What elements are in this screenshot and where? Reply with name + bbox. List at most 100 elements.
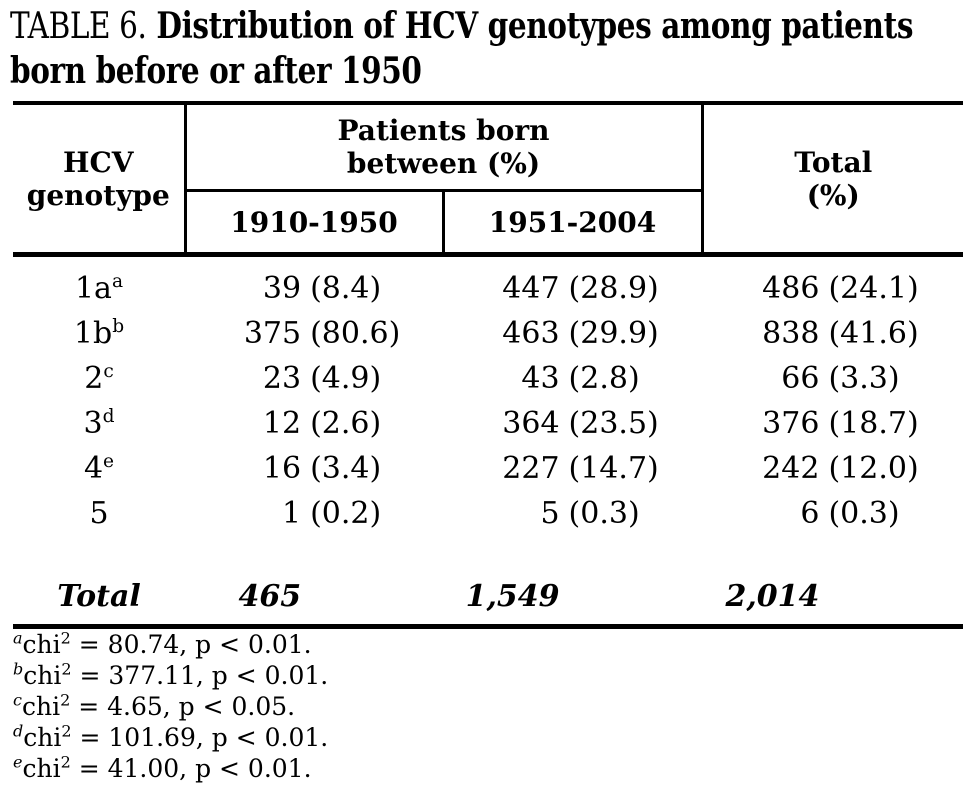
cell-total: 838 (41.6) xyxy=(702,311,963,356)
percent: (41.6) xyxy=(828,316,919,351)
percent: (18.7) xyxy=(828,406,919,441)
footnote-marker: b xyxy=(13,659,24,679)
table-row: 4e 16 (3.4) 227 (14.7) 242 (12.0) xyxy=(13,446,963,491)
cell-1951-2004: 227 (14.7) xyxy=(443,446,702,491)
table-body: 1aa 39 (8.4) 447 (28.9) 486 (24.1) 1bb 375(… xyxy=(13,255,963,627)
count: 66 xyxy=(781,361,820,396)
percent: (4.9) xyxy=(310,361,382,396)
percent: (3.3) xyxy=(828,361,900,396)
count: 838 xyxy=(762,316,820,351)
count: 465 xyxy=(238,579,302,614)
percent: (2.6) xyxy=(310,406,382,441)
count: 364 xyxy=(502,406,560,441)
footnote-marker: d xyxy=(13,721,24,741)
cell-total: 242 (12.0) xyxy=(702,446,963,491)
count: 12 xyxy=(262,406,302,441)
genotype-cell: 1bb xyxy=(73,316,125,351)
cell-1951-2004: 364 (23.5) xyxy=(443,401,702,446)
footnote-marker: a xyxy=(13,628,23,648)
footnote-a: achi2 = 80.74, p < 0.01. xyxy=(13,628,312,659)
cell-1951-2004: 463 (29.9) xyxy=(443,311,702,356)
percent: (28.9) xyxy=(568,271,659,306)
header-1951-2004: 1951-2004 xyxy=(443,190,704,255)
count: 39 xyxy=(262,271,302,306)
table-row: 2c 23 (4.9) 43 (2.8) 66 (3.3) xyxy=(13,356,963,401)
footnotes: achi2 = 80.74, p < 0.01. bchi2 = 377.11,… xyxy=(13,629,328,784)
percent: (24.1) xyxy=(828,271,919,306)
footnote-b: bchi2 = 377.11, p < 0.01. xyxy=(13,659,329,690)
count: 43 xyxy=(521,361,560,396)
header-1910-1950: 1910-1950 xyxy=(185,190,445,255)
table-row: 5 1 (0.2) 5 (0.3) 6 (0.3) xyxy=(13,491,963,536)
footnote-marker: b xyxy=(112,316,125,337)
cell-1910-1950: 16 (3.4) xyxy=(185,446,443,491)
count: 6 xyxy=(800,496,820,531)
cell-1910-1950: 1 (0.2) xyxy=(185,491,443,536)
cell-1951-2004: 43 (2.8) xyxy=(443,356,702,401)
percent: (14.7) xyxy=(568,451,659,486)
header-total: Total (%) xyxy=(794,145,873,212)
footnote-marker: d xyxy=(102,406,115,427)
cell-total: 66 (3.3) xyxy=(702,356,963,401)
count: 486 xyxy=(762,271,820,306)
total-total: 2,014 xyxy=(702,536,963,627)
cell-1951-2004: 5 (0.3) xyxy=(443,491,702,536)
header-patients-born-between: Patients born between (%) xyxy=(185,103,704,192)
footnote-marker: e xyxy=(103,451,115,472)
percent: (2.8) xyxy=(568,361,640,396)
genotype-cell: 3d xyxy=(83,406,115,441)
count: 23 xyxy=(262,361,302,396)
cell-total: 6 (0.3) xyxy=(702,491,963,536)
count: 1,549 xyxy=(465,579,560,614)
count: 376 xyxy=(762,406,820,441)
cell-total: 376 (18.7) xyxy=(702,401,963,446)
hcv-genotype-table: HCV genotype Patients born between (%) T… xyxy=(13,101,963,629)
footnote-marker: e xyxy=(13,752,23,772)
table-caption: TABLE 6. Distribution of HCV genotypes a… xyxy=(10,4,974,94)
percent: (3.4) xyxy=(310,451,382,486)
count: 242 xyxy=(762,451,820,486)
total-1951-2004: 1,549 xyxy=(443,536,702,627)
footnote-c: cchi2 = 4.65, p < 0.05. xyxy=(13,690,296,721)
cell-1910-1950: 12 (2.6) xyxy=(185,401,443,446)
table-row: 1bb 375 (80.6) 463 (29.9) 838 (41.6) xyxy=(13,311,963,356)
count: 16 xyxy=(262,451,302,486)
count: 447 xyxy=(502,271,560,306)
total-1910-1950: 465 xyxy=(185,536,443,627)
table-row: 3d 12 (2.6) 364 (23.5) 376 (18.7) xyxy=(13,401,963,446)
percent: (0.3) xyxy=(828,496,900,531)
total-label: Total xyxy=(57,579,141,614)
percent: (23.5) xyxy=(568,406,659,441)
table-title: Distribution of HCV genotypes among pati… xyxy=(10,5,914,92)
genotype-cell: 2c xyxy=(84,361,114,396)
percent: (80.6) xyxy=(310,316,401,351)
footnote-marker: c xyxy=(13,690,22,710)
genotype-cell: 1aa xyxy=(74,271,124,306)
footnote-e: echi2 = 41.00, p < 0.01. xyxy=(13,752,312,783)
genotype-cell: 4e xyxy=(83,451,115,486)
count: 375 xyxy=(243,316,302,351)
count: 5 xyxy=(540,496,560,531)
table-header: HCV genotype Patients born between (%) T… xyxy=(13,103,963,255)
count: 1 xyxy=(282,496,302,531)
count: 227 xyxy=(502,451,560,486)
header-hcv-genotype: HCV genotype xyxy=(13,103,187,255)
genotype-cell: 5 xyxy=(89,496,109,531)
cell-1951-2004: 447 (28.9) xyxy=(443,255,702,312)
table-number: TABLE 6. xyxy=(10,6,147,47)
footnote-marker: c xyxy=(103,361,114,382)
cell-1910-1950: 375 (80.6) xyxy=(185,311,443,356)
cell-total: 486 (24.1) xyxy=(702,255,963,312)
cell-1910-1950: 23 (4.9) xyxy=(185,356,443,401)
total-row: Total 465 1,549 2,014 xyxy=(13,536,963,627)
cell-1910-1950: 39 (8.4) xyxy=(185,255,443,312)
count: 463 xyxy=(502,316,560,351)
table-row: 1aa 39 (8.4) 447 (28.9) 486 (24.1) xyxy=(13,255,963,312)
percent: (0.2) xyxy=(310,496,382,531)
percent: (12.0) xyxy=(828,451,919,486)
percent: (29.9) xyxy=(568,316,659,351)
count: 2,014 xyxy=(725,579,820,614)
percent: (8.4) xyxy=(310,271,382,306)
footnote-marker: a xyxy=(111,271,124,292)
